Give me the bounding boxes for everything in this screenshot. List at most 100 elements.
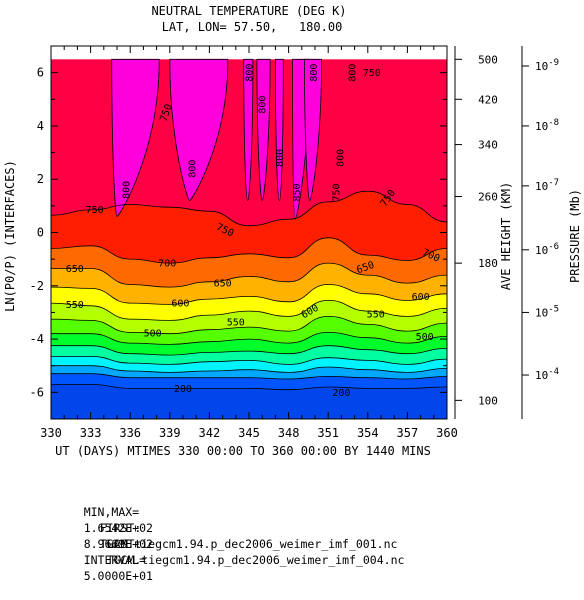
- svg-text:550: 550: [227, 317, 245, 328]
- svg-text:850: 850: [292, 183, 303, 201]
- spike-label-0: 800: [122, 181, 133, 199]
- spike-label-6: 800: [309, 64, 320, 82]
- chart-title: NEUTRAL TEMPERATURE (DEG K): [151, 4, 346, 18]
- contour-line-200: [51, 383, 447, 391]
- contour-line-400: [51, 345, 447, 356]
- contour-line-350: [51, 356, 447, 365]
- x-tick-label-357: 357: [397, 426, 419, 440]
- height-tick-label-100: 100: [478, 394, 498, 407]
- spike-label-4: 800: [275, 149, 286, 167]
- y-tick-label-0: 0: [37, 226, 44, 240]
- svg-text:750: 750: [332, 183, 343, 201]
- y-tick-label-6: 6: [37, 66, 44, 80]
- contour-chart: NEUTRAL TEMPERATURE (DEG K) LAT, LON= 57…: [3, 4, 582, 458]
- svg-text:800: 800: [309, 64, 320, 82]
- contour-line-450: [51, 331, 447, 345]
- x-tick-label-336: 336: [119, 426, 141, 440]
- svg-text:500: 500: [416, 332, 434, 343]
- svg-text:700: 700: [158, 258, 176, 269]
- height-tick-label-500: 500: [478, 53, 498, 66]
- contour-lines: [51, 190, 447, 391]
- contour-line-650: [51, 262, 447, 288]
- x-tick-label-345: 345: [238, 426, 260, 440]
- x-axis-label: UT (DAYS) MTIMES 330 00:00 TO 360 00:00 …: [55, 444, 431, 458]
- x-tick-label-360: 360: [436, 426, 458, 440]
- height-tick-label-180: 180: [478, 257, 498, 270]
- x-axis: 330 333 336 339 342 345 348 351 354 357 360: [40, 46, 458, 440]
- extra-label-1: 800: [336, 149, 347, 167]
- hot-spike-1: [169, 58, 229, 201]
- height-axis-label: AVE HEIGHT (KM): [499, 182, 513, 290]
- contour-line-250: [51, 373, 447, 380]
- spike-label-2: 800: [245, 64, 256, 82]
- svg-text:800: 800: [336, 149, 347, 167]
- y-axis-label: LN(P0/P) (INTERFACES): [3, 160, 17, 312]
- extra-label-8: 650: [214, 279, 232, 290]
- hot-spike-0: [111, 58, 160, 217]
- chart-subtitle: LAT, LON= 57.50, 180.00: [162, 20, 343, 34]
- x-tick-label-330: 330: [40, 426, 62, 440]
- contour-label-550: 550: [66, 300, 84, 311]
- min-value: 1.6542E+02: [83, 521, 153, 535]
- contour-label-600: 600: [171, 299, 189, 310]
- y-tick-label--2: -2: [30, 279, 44, 293]
- svg-text:600: 600: [171, 299, 189, 310]
- svg-text:600: 600: [412, 292, 430, 303]
- contour-line-300: [51, 365, 447, 373]
- svg-text:500: 500: [144, 329, 162, 340]
- svg-text:800: 800: [275, 149, 286, 167]
- svg-text:650: 650: [66, 264, 84, 275]
- contour-line-600: [51, 284, 447, 305]
- pressure-tick-label--6: 10-6: [535, 242, 559, 257]
- x-tick-label-351: 351: [317, 426, 339, 440]
- svg-text:800: 800: [348, 64, 359, 82]
- extra-label-13: 550: [367, 309, 385, 320]
- x-tick-label-354: 354: [357, 426, 379, 440]
- height-tick-label-420: 420: [478, 93, 498, 106]
- spike-label-5: 850: [292, 183, 303, 201]
- height-tick-label-340: 340: [478, 139, 498, 152]
- hot-spike-2: [243, 58, 254, 201]
- height-tick-label-260: 260: [478, 191, 498, 204]
- pressure-axis-label: PRESSURE (Mb): [568, 189, 582, 283]
- extra-label-4: 750: [363, 68, 381, 79]
- extra-label-12: 550: [227, 317, 245, 328]
- hot-spike-6: [304, 58, 323, 201]
- band-below-200: [51, 384, 447, 419]
- last-file: TGCM.tiegcm1.94.p_dec2006_weimer_imf_004…: [106, 553, 405, 567]
- contour-label-700: 700: [158, 258, 176, 269]
- y-axis: 6 4 2 0 -2 -4 -6: [30, 66, 447, 420]
- contour-fills: [51, 58, 447, 419]
- svg-text:800: 800: [122, 181, 133, 199]
- contour-label-750: 750: [86, 205, 104, 216]
- pressure-tick-label--7: 10-7: [535, 178, 559, 193]
- extra-label-15: 200: [332, 388, 350, 399]
- contour-label-200: 200: [174, 384, 192, 395]
- spike-label-1: 800: [188, 160, 199, 178]
- y-tick-label-4: 4: [37, 119, 44, 133]
- x-tick-label-348: 348: [278, 426, 300, 440]
- x-tick-label-339: 339: [159, 426, 181, 440]
- contour-label-500: 500: [144, 329, 162, 340]
- contour-label-650: 650: [66, 264, 84, 275]
- svg-text:800: 800: [245, 64, 256, 82]
- contour-line-750: [51, 190, 447, 227]
- y-tick-label--4: -4: [30, 332, 44, 346]
- pressure-tick-label--8: 10-8: [535, 118, 559, 133]
- y-tick-label--6: -6: [30, 385, 44, 399]
- extra-label-11: 600: [412, 292, 430, 303]
- minmax-label: MIN,MAX=: [83, 505, 140, 519]
- spike-label-3: 800: [258, 96, 269, 114]
- svg-text:800: 800: [188, 160, 199, 178]
- svg-text:200: 200: [332, 388, 350, 399]
- extra-label-2: 750: [332, 183, 343, 201]
- height-axis: 500 420 340 260 180 100: [455, 53, 498, 407]
- extra-label-14: 500: [416, 332, 434, 343]
- last-label: LAST:: [106, 537, 142, 551]
- hot-spike-4: [274, 58, 284, 201]
- first-label: FIRST:: [99, 521, 142, 535]
- svg-text:750: 750: [363, 68, 381, 79]
- x-tick-label-342: 342: [199, 426, 221, 440]
- svg-text:550: 550: [367, 309, 385, 320]
- svg-text:200: 200: [174, 384, 192, 395]
